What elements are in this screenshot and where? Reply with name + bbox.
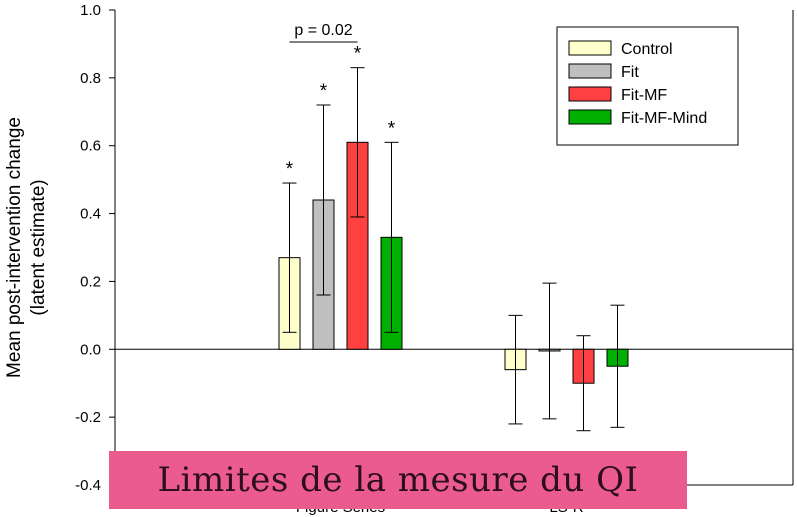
y-tick-label: -0.2 <box>75 409 101 426</box>
significance-marker: * <box>320 81 328 102</box>
legend-label: Control <box>621 41 673 58</box>
significance-marker: * <box>388 118 396 139</box>
significance-marker: * <box>354 44 362 65</box>
title-banner: Limites de la mesure du QI <box>109 451 687 509</box>
bars: * * * * <box>278 44 629 432</box>
y-tick-label: 0.2 <box>80 273 101 290</box>
legend-label: Fit-MF <box>621 87 667 104</box>
legend-swatch <box>568 40 612 56</box>
significance-marker: * <box>286 159 294 180</box>
banner-text: Limites de la mesure du QI <box>157 460 639 500</box>
y-tick-label: -0.4 <box>75 477 101 494</box>
y-axis-title-line-2: (latent estimate) <box>28 179 49 315</box>
y-axis-title: Mean post-intervention change (latent est… <box>4 117 49 378</box>
legend: Control Fit Fit-MF Fit-MF-Mind <box>556 26 739 146</box>
y-tick-label: 0.6 <box>80 138 101 155</box>
y-tick-label: 1.0 <box>80 2 101 19</box>
y-ticks: 1.0 0.8 0.6 0.4 0.2 0.0 -0.2 -0.4 <box>75 2 115 494</box>
legend-label: Fit-MF-Mind <box>621 110 707 127</box>
y-axis-title-line-1: Mean post-intervention change <box>4 117 25 378</box>
legend-swatch <box>568 63 612 79</box>
annotations: p = 0.02 <box>289 22 358 43</box>
y-tick-label: 0.4 <box>80 206 101 223</box>
y-tick-label: 0.0 <box>80 341 101 358</box>
y-tick-label: 0.8 <box>80 70 101 87</box>
legend-swatch <box>568 109 612 125</box>
p-value-label: p = 0.02 <box>294 22 352 39</box>
legend-label: Fit <box>621 64 639 81</box>
legend-swatch <box>568 86 612 102</box>
